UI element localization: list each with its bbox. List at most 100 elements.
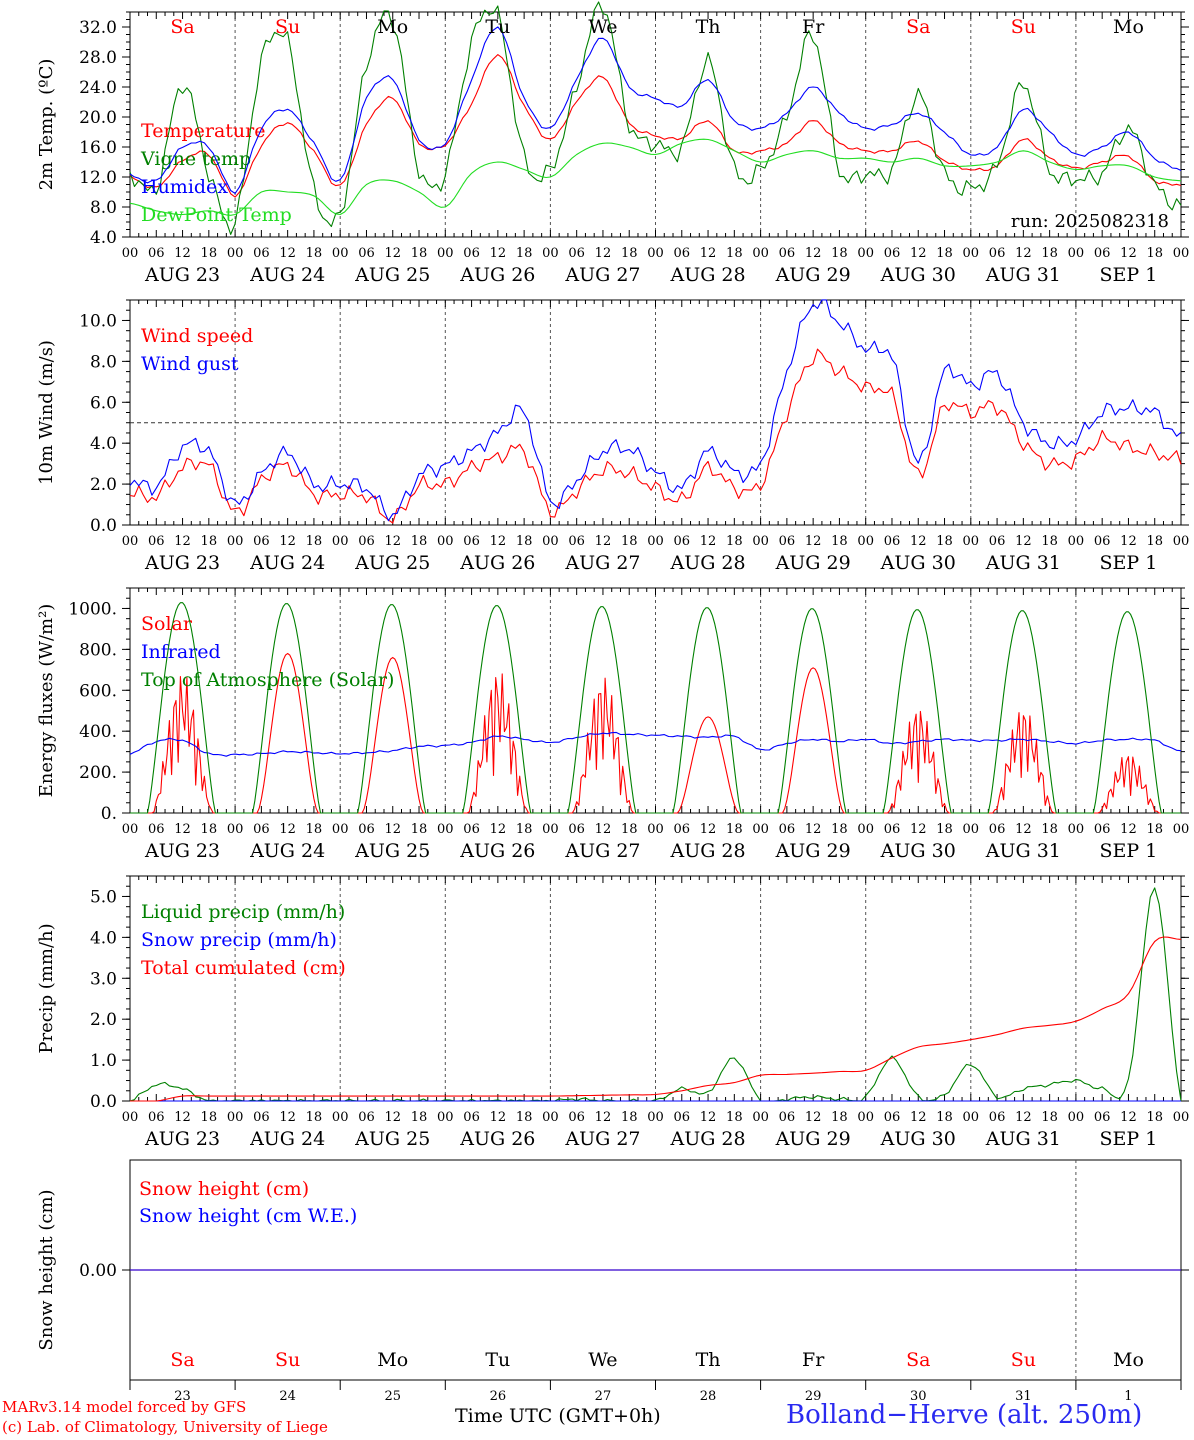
hour-tick-label: 12 [1015, 534, 1032, 549]
hour-tick-label: 12 [805, 822, 822, 837]
date-label: AUG 28 [669, 840, 745, 862]
hour-tick-label: 06 [253, 534, 270, 549]
date-label: AUG 29 [775, 840, 851, 862]
hour-tick-label: 12 [384, 1110, 401, 1125]
legend-entry: Snow precip (mm/h) [141, 929, 337, 951]
hour-tick-label: 00 [857, 534, 874, 549]
hour-tick-label: 12 [700, 534, 717, 549]
y-tick-label: 4.0 [90, 928, 117, 948]
weekday-label: Mo [377, 16, 408, 38]
date-label: AUG 29 [775, 1128, 851, 1150]
date-label: AUG 25 [354, 1128, 430, 1150]
date-label: AUG 30 [880, 1128, 956, 1150]
hour-tick-label: 06 [568, 1110, 585, 1125]
date-label: AUG 30 [880, 840, 956, 862]
hour-tick-label: 18 [1146, 246, 1163, 261]
day-number: 26 [490, 1389, 507, 1404]
hour-tick-label: 12 [700, 1110, 717, 1125]
y-tick-label: 2.0 [90, 1010, 117, 1030]
day-number: 24 [279, 1389, 296, 1404]
panel-4: 00 06 12 18 00 06 12 18 00 06 12 18 00 06 12 18 00 06 12 18… [36, 875, 1190, 1150]
weekday-label: Sa [906, 16, 930, 38]
y-tick-label: 28.0 [79, 48, 117, 68]
weekday-label: Tu [485, 16, 510, 38]
weekday-label: Sa [906, 1349, 930, 1371]
hour-tick-label: 12 [1015, 822, 1032, 837]
legend-entry: Wind speed [141, 325, 253, 347]
date-label: AUG 23 [144, 840, 220, 862]
hour-tick-label: 00 [647, 1110, 664, 1125]
hour-tick-label: 00 [332, 822, 349, 837]
panel-5: 0.00 Snow height (cm) Snow height (cm) Snow… [36, 1159, 1189, 1404]
date-label: AUG 27 [564, 1128, 640, 1150]
series-top-of-atmosphere-solar [130, 602, 1181, 814]
day-number: 25 [384, 1389, 401, 1404]
hour-tick-label: 06 [253, 1110, 270, 1125]
hour-tick-label: 06 [779, 1110, 796, 1125]
date-label: SEP 1 [1100, 264, 1158, 286]
hour-tick-label: 12 [174, 1110, 191, 1125]
date-label: AUG 23 [144, 264, 220, 286]
hour-tick-label: 06 [779, 822, 796, 837]
hour-tick-label: 06 [884, 1110, 901, 1125]
legend-entry: Humidex [141, 176, 228, 198]
y-tick-label: 4.0 [90, 228, 117, 248]
hour-tick-label: 00 [1068, 246, 1085, 261]
hour-tick-label: 00 [1173, 1110, 1190, 1125]
panel-3: 00 06 12 18 00 06 12 18 00 06 12 18 00 06 12 18 00 06 12 18… [36, 587, 1189, 862]
y-axis-label: Precip (mm/h) [36, 923, 57, 1053]
date-label: AUG 30 [880, 264, 956, 286]
hour-tick-label: 06 [358, 246, 375, 261]
date-label: AUG 28 [669, 1128, 745, 1150]
date-label: AUG 27 [564, 840, 640, 862]
series-temperature [129, 54, 1182, 198]
hour-tick-label: 00 [1068, 534, 1085, 549]
date-label: AUG 23 [144, 552, 220, 574]
hour-tick-label: 18 [621, 534, 638, 549]
hour-tick-label: 18 [306, 1110, 323, 1125]
date-label: AUG 24 [249, 264, 325, 286]
hour-tick-label: 06 [674, 246, 691, 261]
hour-tick-label: 12 [1015, 1110, 1032, 1125]
hour-tick-label: 06 [253, 822, 270, 837]
date-label: AUG 24 [249, 1128, 325, 1150]
hour-tick-label: 00 [122, 1110, 139, 1125]
hour-tick-label: 00 [1068, 1110, 1085, 1125]
weekday-label: Fr [802, 1349, 825, 1371]
y-tick-label: 8.0 [90, 352, 117, 372]
y-tick-label: 12.0 [79, 168, 117, 188]
weekday-label: Mo [1113, 16, 1144, 38]
hour-tick-label: 06 [1094, 534, 1111, 549]
hour-tick-label: 06 [989, 822, 1006, 837]
hour-tick-label: 12 [1120, 822, 1137, 837]
date-label: AUG 26 [459, 264, 535, 286]
hour-tick-label: 12 [910, 822, 927, 837]
hour-tick-label: 18 [1041, 822, 1058, 837]
hour-tick-label: 00 [437, 822, 454, 837]
hour-tick-label: 06 [1094, 246, 1111, 261]
hour-tick-label: 18 [726, 822, 743, 837]
hour-tick-label: 00 [542, 1110, 559, 1125]
hour-tick-label: 06 [779, 246, 796, 261]
weekday-label: Su [275, 16, 300, 38]
legend-entry: Temperature [141, 120, 265, 142]
hour-tick-label: 06 [884, 822, 901, 837]
y-tick-label: 24.0 [79, 78, 117, 98]
y-tick-label: 4.0 [90, 434, 117, 454]
weekday-label: Su [1011, 16, 1036, 38]
day-number: 31 [1015, 1389, 1032, 1404]
legend-entry: Liquid precip (mm/h) [141, 901, 345, 923]
y-tick-label: 16.0 [79, 138, 117, 158]
hour-tick-label: 00 [332, 534, 349, 549]
hour-tick-label: 12 [595, 822, 612, 837]
legend-entry: Top of Atmosphere (Solar) [141, 669, 394, 691]
series-wind-speed [129, 348, 1182, 524]
hour-tick-label: 06 [463, 822, 480, 837]
y-tick-label: 1000. [68, 599, 117, 619]
hour-tick-label: 18 [936, 534, 953, 549]
hour-tick-label: 00 [963, 534, 980, 549]
date-label: AUG 29 [775, 552, 851, 574]
hour-tick-label: 12 [279, 246, 296, 261]
hour-tick-label: 00 [437, 246, 454, 261]
legend-entry: Total cumulated (cm) [141, 957, 346, 979]
